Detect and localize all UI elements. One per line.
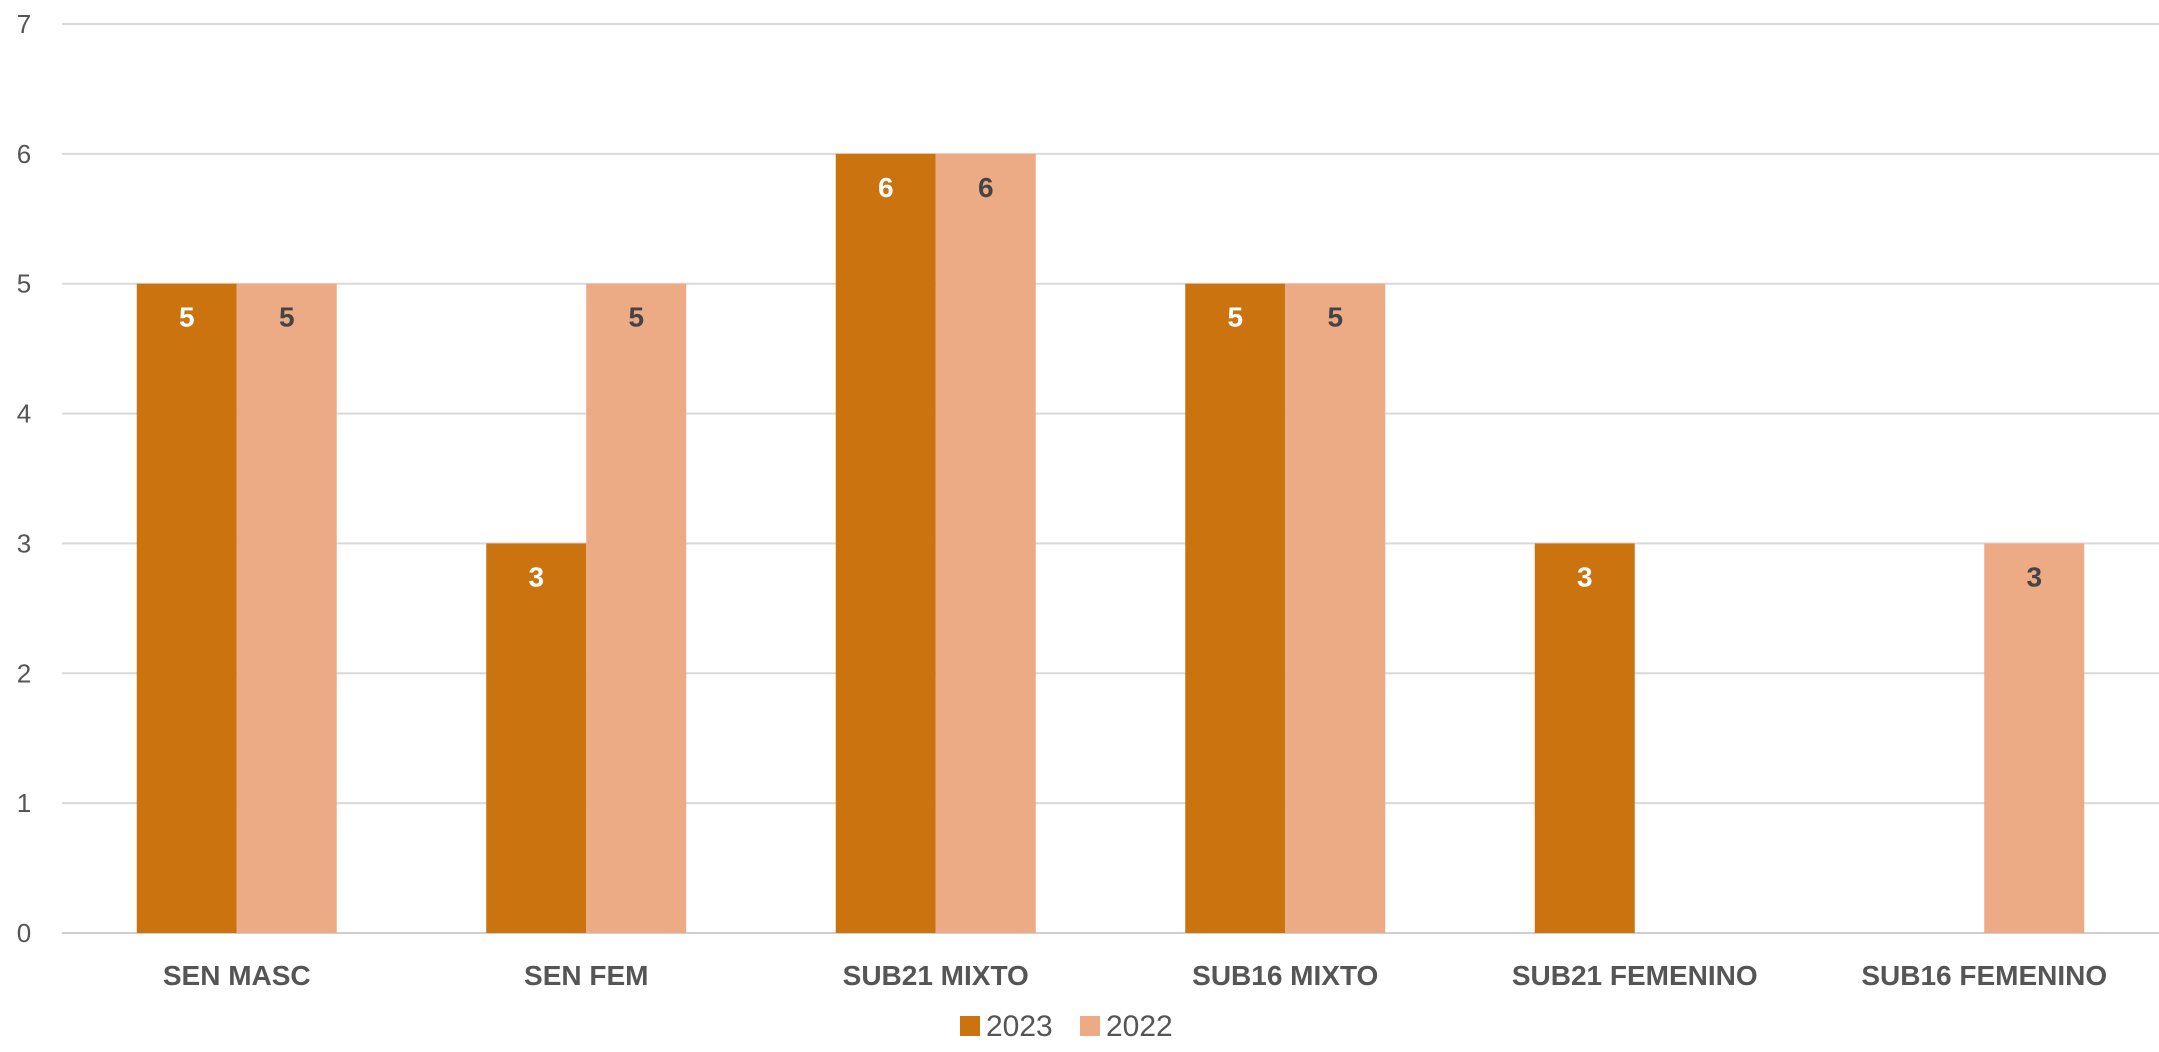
bar-2022-sub21-mixto bbox=[935, 153, 1036, 933]
legend-label: 2023 bbox=[986, 1010, 1053, 1043]
bar-2023-sub16-mixto bbox=[1185, 283, 1286, 933]
data-label: 3 bbox=[2026, 561, 2042, 592]
y-tick-label: 4 bbox=[17, 399, 31, 429]
data-label: 5 bbox=[279, 302, 295, 333]
x-tick-label: SUB21 MIXTO bbox=[843, 960, 1029, 991]
data-label: 6 bbox=[978, 172, 994, 203]
y-tick-label: 3 bbox=[17, 528, 31, 558]
y-tick-label: 0 bbox=[17, 918, 31, 948]
x-tick-label: SUB16 MIXTO bbox=[1192, 960, 1378, 991]
y-tick-label: 2 bbox=[17, 658, 31, 688]
data-label: 5 bbox=[1227, 302, 1243, 333]
legend: 2023 2022 bbox=[960, 1010, 1173, 1043]
gridlines bbox=[62, 23, 2159, 934]
bar-2022-sub16-femenino bbox=[1984, 543, 2085, 933]
x-axis: SEN MASC SEN FEM SUB21 MIXTO SUB16 MIXTO SUB… bbox=[163, 960, 2107, 991]
bar-2023-sen-fem bbox=[486, 543, 587, 933]
data-labels: 5 5 3 5 6 6 5 5 3 3 bbox=[179, 172, 2042, 593]
y-tick-label: 5 bbox=[17, 269, 31, 299]
data-label: 3 bbox=[528, 561, 544, 592]
bar-2023-sub21-mixto bbox=[835, 153, 936, 933]
data-label: 3 bbox=[1577, 561, 1593, 592]
legend-label: 2022 bbox=[1106, 1010, 1173, 1043]
bar-2023-sub21-femenino bbox=[1534, 543, 1635, 933]
bars bbox=[136, 153, 2085, 933]
data-label: 5 bbox=[179, 302, 195, 333]
x-tick-label: SEN FEM bbox=[524, 960, 648, 991]
x-tick-label: SEN MASC bbox=[163, 960, 311, 991]
bar-2023-sen-masc bbox=[136, 283, 237, 933]
y-tick-label: 1 bbox=[17, 788, 31, 818]
legend-swatch-2022 bbox=[1080, 1016, 1100, 1036]
legend-swatch-2023 bbox=[960, 1016, 980, 1036]
y-axis: 0 1 2 3 4 5 6 7 bbox=[17, 9, 31, 948]
x-tick-label: SUB21 FEMENINO bbox=[1512, 960, 1758, 991]
data-label: 5 bbox=[1327, 302, 1343, 333]
x-tick-label: SUB16 FEMENINO bbox=[1861, 960, 2107, 991]
bar-2022-sen-fem bbox=[586, 283, 687, 933]
bar-2022-sub16-mixto bbox=[1285, 283, 1386, 933]
y-tick-label: 6 bbox=[17, 139, 31, 169]
data-label: 6 bbox=[878, 172, 894, 203]
bar-2022-sen-masc bbox=[236, 283, 337, 933]
y-tick-label: 7 bbox=[17, 9, 31, 39]
data-label: 5 bbox=[628, 302, 644, 333]
